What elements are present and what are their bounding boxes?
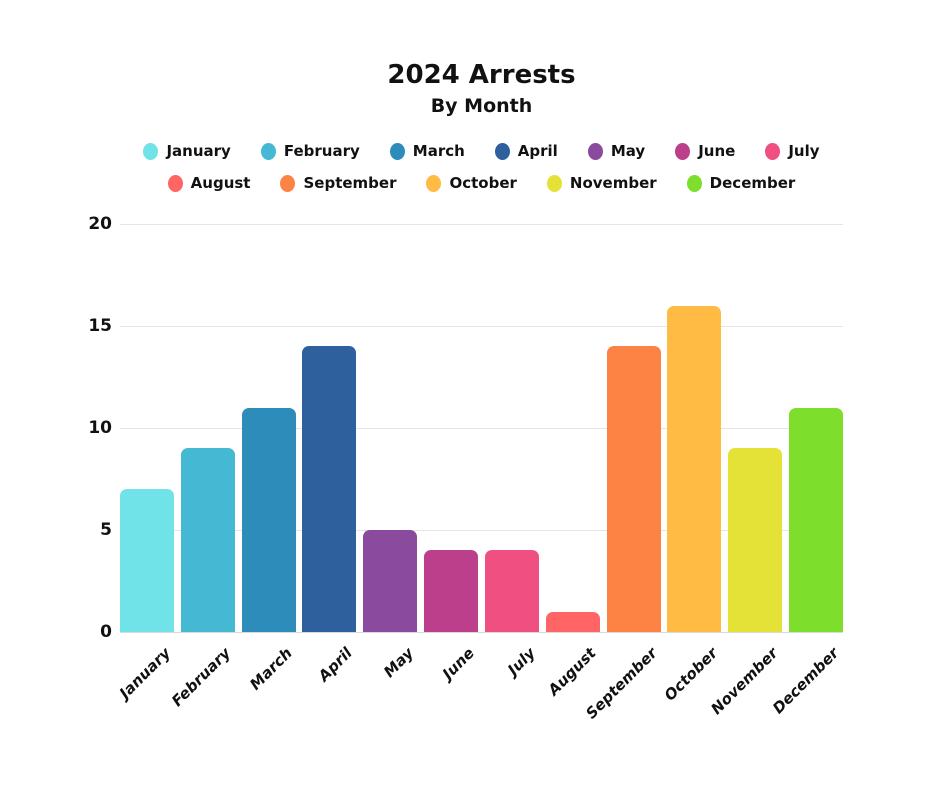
gridline-y5 (120, 530, 843, 531)
plot-area: 0 5 10 15 20 January February March April May June… (88, 214, 843, 722)
legend-label-june: June (698, 142, 736, 160)
legend-dot-september (280, 174, 296, 192)
gridline-y10 (120, 428, 843, 429)
legend-dot-december (686, 174, 702, 192)
bars-group (120, 224, 843, 632)
legend-dot-may (587, 142, 603, 160)
legend-label-november: November (569, 174, 657, 192)
chart-subtitle: By Month (430, 95, 533, 117)
legend-label-october: October (449, 174, 517, 192)
legend-item-june: June (675, 142, 735, 160)
legend-dot-november (546, 174, 562, 192)
legend-item-september: September (280, 174, 396, 192)
legend-dot-july (765, 142, 781, 160)
bar-september (606, 346, 661, 632)
legend-item-february: February (260, 142, 360, 160)
legend-dot-august (167, 174, 183, 192)
chart-header: 2024 Arrests By Month (120, 60, 843, 117)
x-axis-label-january: January (115, 644, 174, 703)
legend-dot-october (426, 174, 442, 192)
bar-february (180, 448, 235, 632)
legend-item-october: October (426, 174, 517, 192)
legend-row-2: August September October November December (167, 174, 796, 192)
legend-label-february: February (283, 142, 360, 160)
x-axis-label-october: October (660, 644, 722, 705)
legend-label-january: January (166, 142, 231, 160)
bar-october (667, 305, 722, 632)
legend-dot-march (389, 142, 405, 160)
legend-item-march: March (389, 142, 465, 160)
bar-april (302, 346, 357, 632)
legend-dot-april (494, 142, 510, 160)
legend-item-may: May (587, 142, 646, 160)
legend-dot-january (143, 142, 159, 160)
gridline-y0 (120, 632, 843, 633)
y-axis-tick-20: 20 (88, 214, 112, 234)
x-axis-label-april: April (315, 644, 357, 686)
y-axis-tick-10: 10 (88, 418, 112, 438)
x-axis-label-august: August (544, 644, 600, 700)
y-axis-tick-15: 15 (88, 316, 112, 336)
x-axis-label-march: March (245, 644, 296, 694)
legend-label-march: March (412, 142, 465, 160)
bar-december (788, 407, 843, 632)
y-axis-tick-0: 0 (100, 622, 112, 642)
x-axis-label-february: February (168, 644, 235, 711)
x-axis-label-july: July (503, 644, 539, 679)
legend-item-december: December (686, 174, 796, 192)
legend-label-august: August (190, 174, 251, 192)
bar-november (728, 448, 783, 632)
bar-march (241, 407, 296, 632)
chart-legend: January February March April May June July Augu… (120, 142, 843, 192)
bar-june (424, 550, 479, 632)
legend-item-november: November (546, 174, 657, 192)
legend-item-january: January (143, 142, 231, 160)
bar-august (545, 611, 600, 632)
legend-item-august: August (167, 174, 251, 192)
legend-label-july: July (788, 142, 820, 160)
chart-title: 2024 Arrests (387, 60, 576, 90)
legend-item-july: July (765, 142, 820, 160)
legend-row-1: January February March April May June July (143, 142, 820, 160)
y-axis-tick-5: 5 (100, 520, 112, 540)
bar-january (120, 489, 174, 632)
legend-label-september: September (303, 174, 397, 192)
legend-label-december: December (709, 174, 796, 192)
bar-july (484, 550, 539, 632)
gridline-y15 (120, 326, 843, 327)
x-axis-label-june: June (438, 644, 478, 683)
x-axis-label-may: May (379, 644, 418, 682)
gridline-y20 (120, 224, 843, 225)
legend-item-april: April (494, 142, 558, 160)
legend-dot-june (675, 142, 691, 160)
legend-label-april: April (517, 142, 558, 160)
legend-label-may: May (610, 142, 646, 160)
bar-may (363, 530, 418, 632)
legend-dot-february (260, 142, 276, 160)
